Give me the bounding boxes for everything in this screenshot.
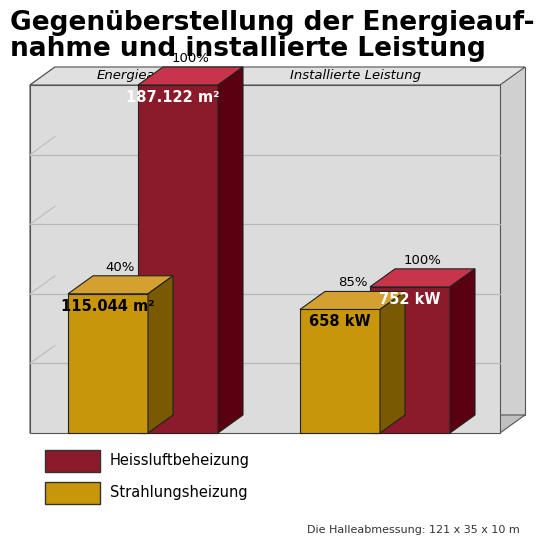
Polygon shape: [138, 85, 218, 433]
FancyBboxPatch shape: [45, 450, 100, 472]
Polygon shape: [30, 415, 525, 433]
Text: 40%: 40%: [106, 261, 135, 274]
Polygon shape: [68, 294, 148, 433]
Polygon shape: [68, 276, 173, 294]
Polygon shape: [370, 269, 475, 287]
FancyBboxPatch shape: [45, 482, 100, 504]
Text: 658 kW: 658 kW: [309, 315, 371, 330]
Text: Strahlungsheizung: Strahlungsheizung: [110, 486, 248, 500]
Polygon shape: [55, 67, 525, 415]
Text: 752 kW: 752 kW: [379, 292, 441, 307]
Polygon shape: [148, 276, 173, 433]
Polygon shape: [370, 287, 450, 433]
Polygon shape: [300, 291, 405, 310]
Polygon shape: [450, 269, 475, 433]
Text: 187.122 m²: 187.122 m²: [126, 90, 220, 105]
Polygon shape: [300, 310, 380, 433]
Polygon shape: [30, 67, 525, 85]
Text: Installierte Leistung: Installierte Leistung: [289, 69, 421, 82]
Text: 100%: 100%: [404, 254, 442, 267]
Text: Energieaufnahme: Energieaufnahme: [96, 69, 214, 82]
Text: 115.044 m²: 115.044 m²: [61, 299, 155, 314]
Polygon shape: [30, 85, 500, 433]
Polygon shape: [138, 67, 243, 85]
Text: Heissluftbeheizung: Heissluftbeheizung: [110, 453, 250, 468]
Polygon shape: [30, 67, 55, 433]
Text: Die Halleabmessung: 121 x 35 x 10 m: Die Halleabmessung: 121 x 35 x 10 m: [307, 525, 520, 535]
Text: 85%: 85%: [338, 276, 367, 289]
Text: 100%: 100%: [172, 52, 210, 65]
Polygon shape: [218, 67, 243, 433]
Text: nahme und installierte Leistung: nahme und installierte Leistung: [10, 36, 486, 62]
Polygon shape: [380, 291, 405, 433]
Text: Gegenüberstellung der Energieauf-: Gegenüberstellung der Energieauf-: [10, 10, 534, 36]
